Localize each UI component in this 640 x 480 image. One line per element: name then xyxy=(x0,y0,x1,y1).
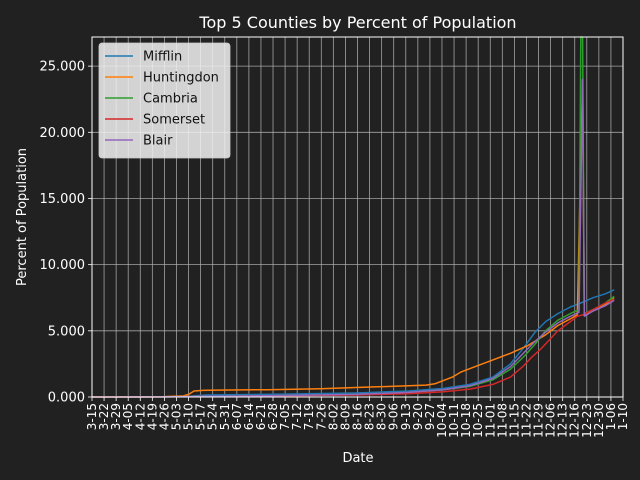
x-tick-label: 4-19 xyxy=(145,403,159,430)
x-tick-label: 3-29 xyxy=(109,403,123,430)
series-group xyxy=(91,36,615,398)
x-tick-label: 5-31 xyxy=(218,403,232,430)
x-tick-label: 8-09 xyxy=(338,403,352,430)
x-tick-label: 3-15 xyxy=(85,403,99,430)
x-tick-label: 6-14 xyxy=(242,403,256,430)
x-tick-label: 7-26 xyxy=(314,403,328,430)
legend-label: Huntingdon xyxy=(143,71,219,86)
y-tick-label: 15.000 xyxy=(40,192,86,207)
y-axis-label: Percent of Population xyxy=(15,148,30,286)
x-tick-label: 9-20 xyxy=(411,403,425,430)
x-tick-label: 6-21 xyxy=(254,403,268,430)
x-tick-label: 11-01 xyxy=(483,403,497,438)
chart-title: Top 5 Counties by Percent of Population xyxy=(198,13,516,32)
x-tick-label: 5-24 xyxy=(206,403,220,430)
x-tick-label: 11-22 xyxy=(519,403,533,438)
x-tick-label: 7-05 xyxy=(278,403,292,430)
tick-labels: 3-153-223-294-054-124-194-265-035-105-17… xyxy=(40,60,631,438)
x-tick-label: 7-19 xyxy=(302,403,316,430)
x-tick-label: 10-11 xyxy=(447,403,461,438)
x-tick-label: 1-10 xyxy=(616,403,630,430)
x-tick-label: 12-23 xyxy=(580,403,594,438)
x-tick-label: 9-13 xyxy=(399,403,413,430)
x-tick-label: 10-04 xyxy=(435,403,449,438)
x-tick-label: 1-06 xyxy=(604,403,618,430)
x-tick-label: 5-10 xyxy=(182,403,196,430)
x-tick-label: 12-06 xyxy=(544,403,558,438)
x-tick-label: 9-27 xyxy=(423,403,437,430)
x-tick-label: 10-18 xyxy=(459,403,473,438)
x-tick-label: 3-22 xyxy=(97,403,111,430)
legend-label: Somerset xyxy=(143,113,205,128)
x-tick-label: 8-02 xyxy=(326,403,340,430)
x-tick-label: 7-12 xyxy=(290,403,304,430)
legend-label: Mifflin xyxy=(143,50,182,65)
x-tick-label: 11-08 xyxy=(495,403,509,438)
legend-box xyxy=(98,42,231,159)
x-axis-label: Date xyxy=(342,451,373,466)
x-tick-label: 8-23 xyxy=(363,403,377,430)
x-tick-label: 12-30 xyxy=(592,403,606,438)
y-tick-label: 10.000 xyxy=(40,258,86,273)
y-tick-label: 0.000 xyxy=(48,391,85,406)
x-tick-label: 12-13 xyxy=(556,403,570,438)
x-tick-label: 11-29 xyxy=(532,403,546,438)
x-tick-label: 10-25 xyxy=(471,403,485,438)
x-tick-label: 6-28 xyxy=(266,403,280,430)
y-tick-label: 5.000 xyxy=(48,324,85,339)
y-tick-label: 20.000 xyxy=(40,126,86,141)
y-tick-label: 25.000 xyxy=(40,60,86,75)
x-tick-label: 9-06 xyxy=(387,403,401,430)
x-tick-label: 5-03 xyxy=(169,403,183,430)
x-tick-label: 11-15 xyxy=(507,403,521,438)
legend-label: Blair xyxy=(143,134,173,149)
x-tick-label: 4-05 xyxy=(121,403,135,430)
x-tick-label: 6-07 xyxy=(230,403,244,430)
x-tick-label: 8-16 xyxy=(351,403,365,430)
x-tick-label: 8-30 xyxy=(375,403,389,430)
legend: Mifflin Huntingdon Cambria Somerset Blair xyxy=(98,42,231,159)
legend-label: Cambria xyxy=(143,92,198,107)
x-tick-label: 5-17 xyxy=(194,403,208,430)
x-tick-label: 12-16 xyxy=(568,403,582,438)
x-tick-label: 4-26 xyxy=(157,403,171,430)
series-line-blair xyxy=(91,78,615,398)
x-tick-label: 4-12 xyxy=(133,403,147,430)
